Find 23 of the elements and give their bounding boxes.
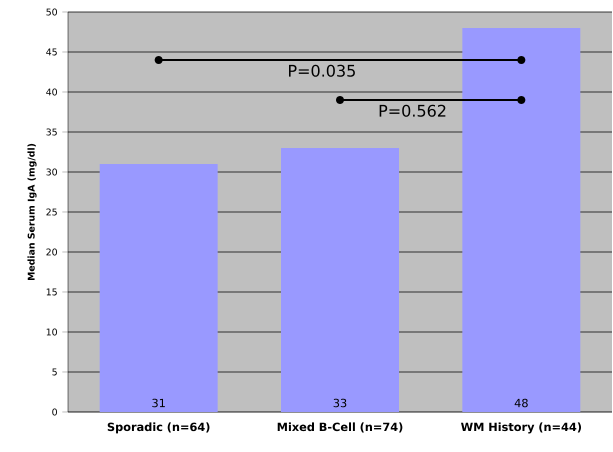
bar — [281, 148, 399, 412]
data-label: 31 — [152, 398, 165, 408]
y-tick-label: 35 — [46, 128, 57, 136]
x-tick-label: Sporadic (n=64) — [108, 422, 210, 434]
y-tick-label: 50 — [46, 8, 57, 16]
data-label: 48 — [514, 398, 528, 408]
y-tick-label: 0 — [52, 408, 57, 416]
annotation: P=0.035 — [289, 64, 355, 77]
annotation: P=0.562 — [380, 104, 446, 117]
x-tick-label: Mixed B-Cell (n=74) — [278, 422, 402, 432]
bar — [462, 28, 580, 412]
y-tick-label: 15 — [46, 288, 57, 296]
y-tick-label: 20 — [46, 248, 57, 256]
bar — [100, 164, 218, 412]
y-tick-label: 45 — [46, 48, 57, 56]
x-tick-label: WM History (n=44) — [461, 422, 582, 434]
y-tick-label: 25 — [46, 208, 57, 216]
y-tick-label: 10 — [46, 328, 57, 336]
data-label: 33 — [334, 398, 346, 408]
y-axis-title: Median Serum IgA (mg/dl) — [27, 144, 37, 280]
y-tick-label: 5 — [52, 368, 57, 376]
y-tick-label: 30 — [46, 168, 57, 176]
y-tick-label: 40 — [46, 88, 57, 96]
